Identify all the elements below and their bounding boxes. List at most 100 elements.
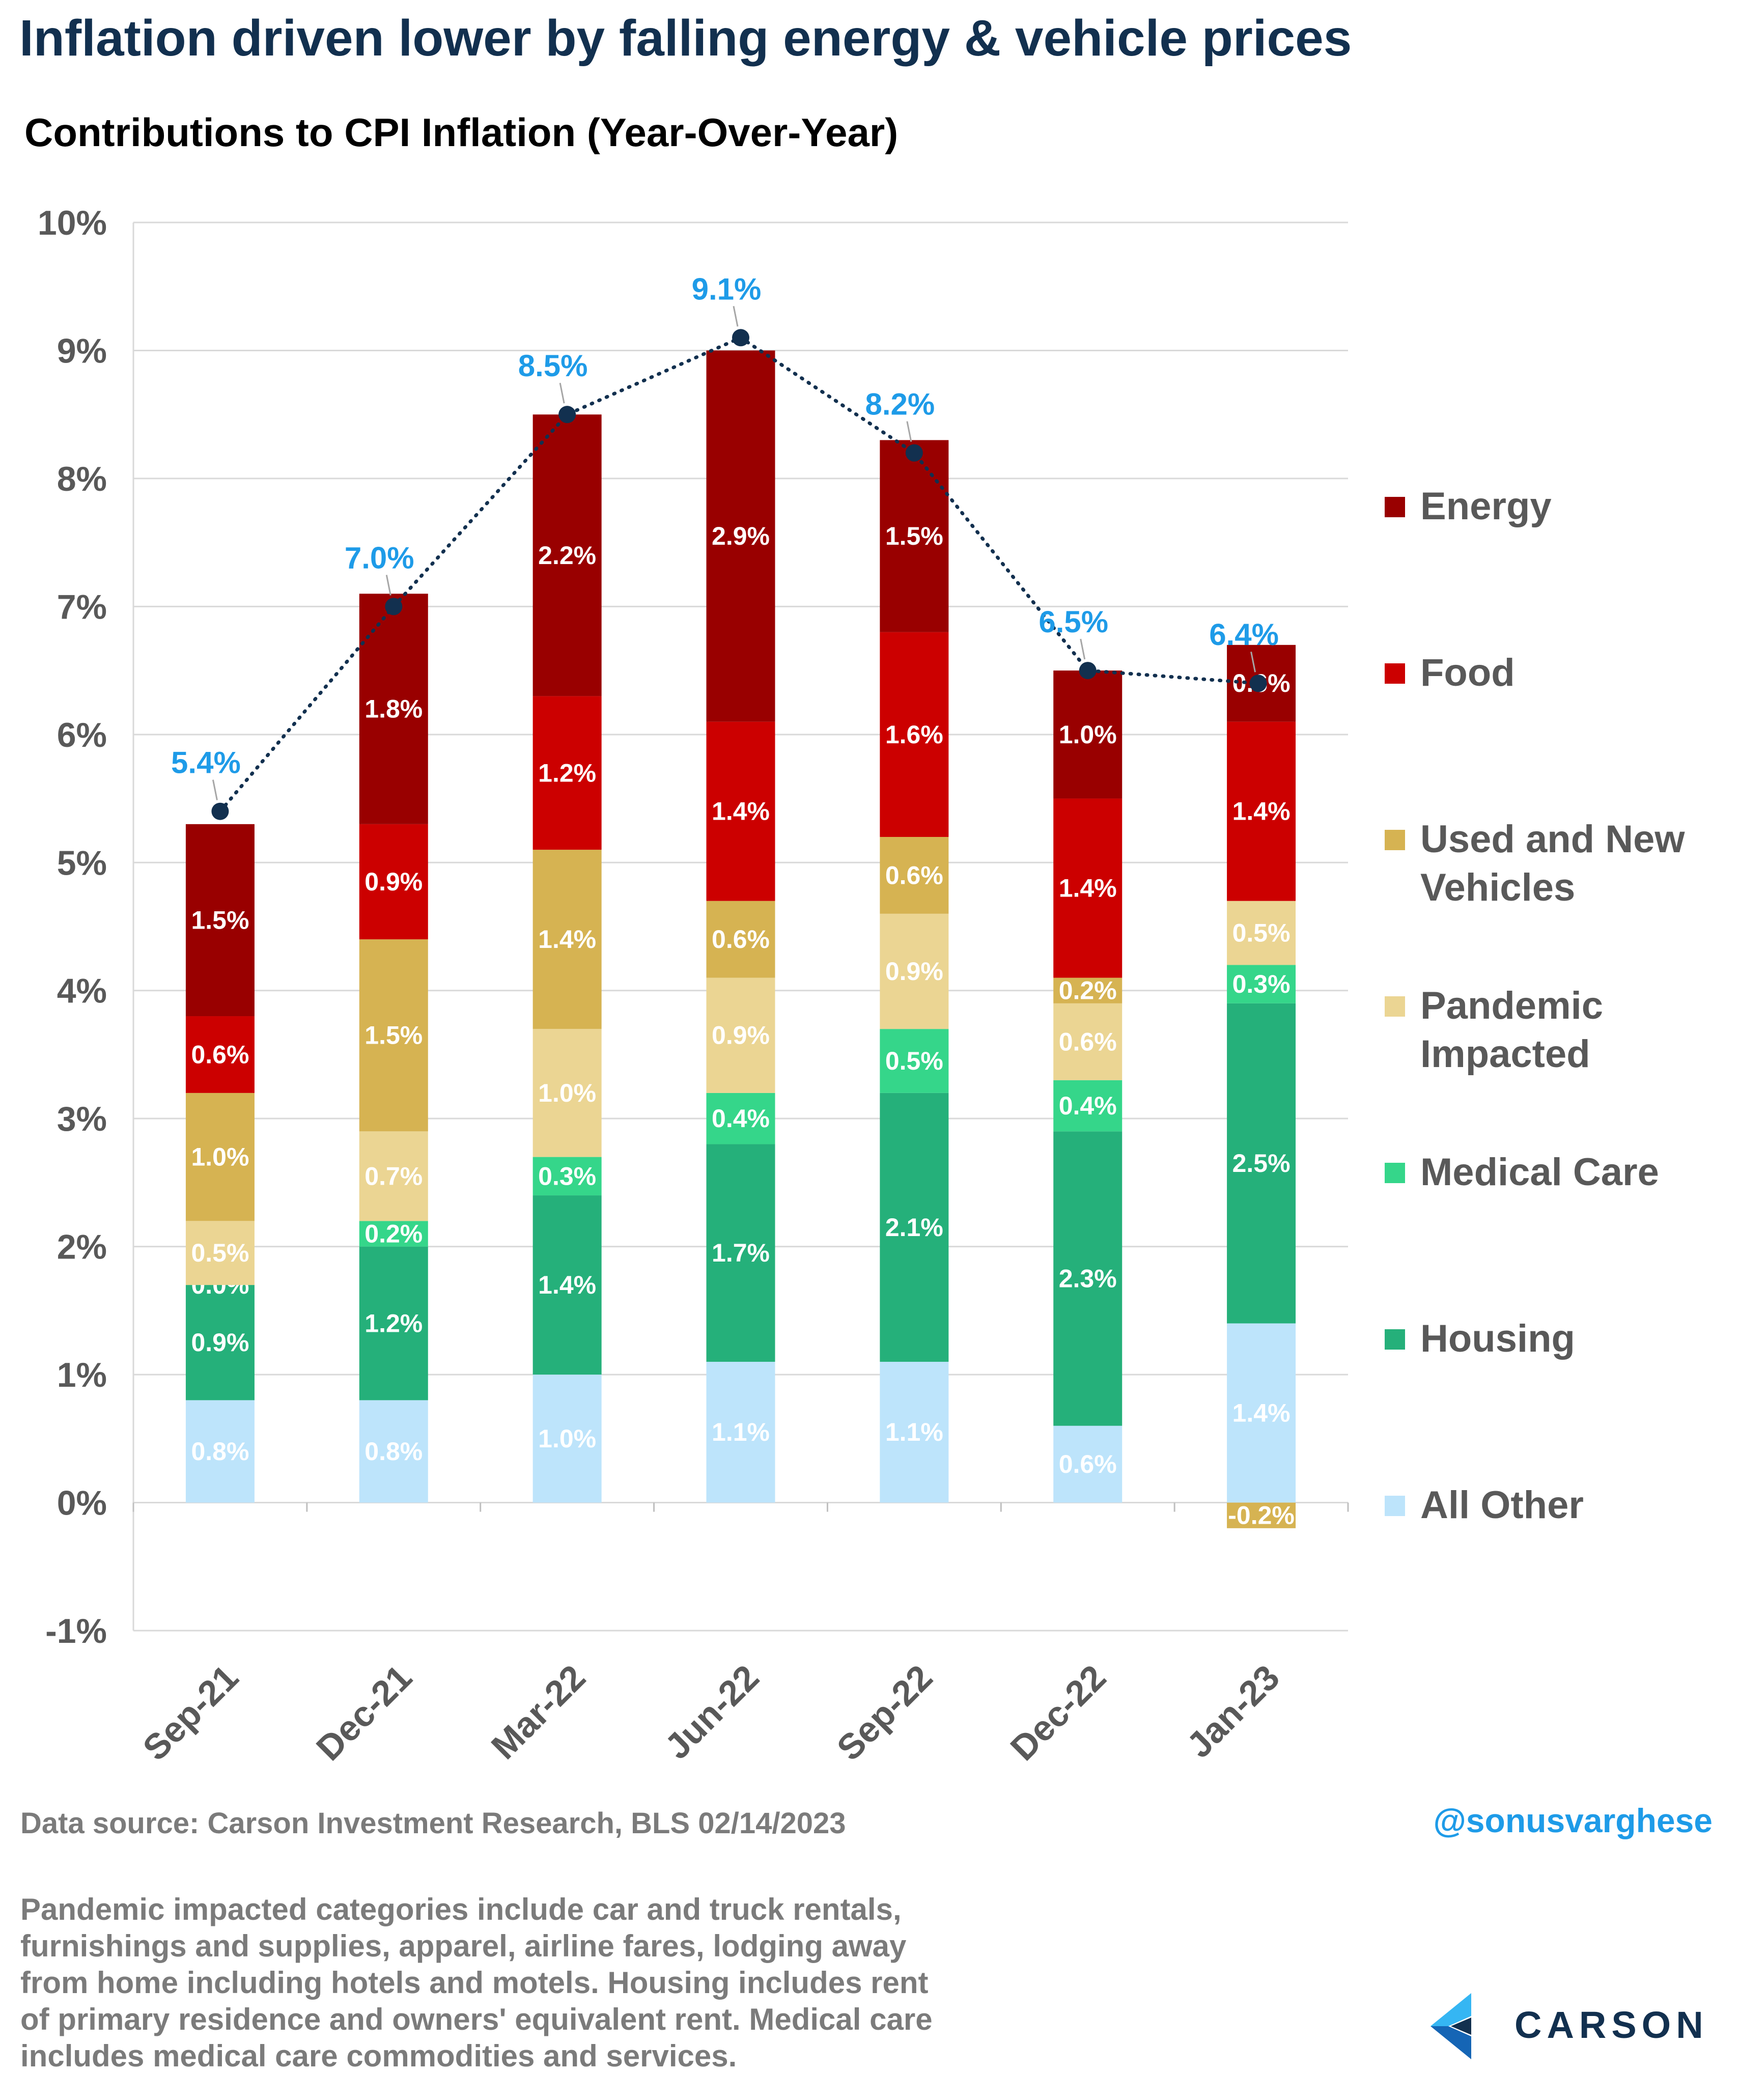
legend-label: Medical Care — [1420, 1151, 1659, 1194]
segment-value-label: 0.9% — [885, 957, 943, 986]
segment-value-label: 1.4% — [1059, 874, 1117, 903]
segment-value-label: 1.4% — [1232, 797, 1291, 826]
segment-value-label: 1.0% — [538, 1424, 596, 1453]
bar-segment-food — [706, 721, 775, 901]
bar-segment-pandemic-impacted — [185, 1221, 255, 1285]
total-label-leader — [1080, 638, 1086, 660]
segment-value-label: 1.0% — [538, 1079, 596, 1107]
bar-segment-housing — [880, 1093, 949, 1362]
bar-segment-food — [185, 1016, 255, 1093]
total-label-leader — [733, 306, 739, 327]
y-tick-label: -1% — [45, 1612, 107, 1650]
y-tick-label: 9% — [57, 331, 107, 370]
legend-label: Energy — [1420, 485, 1552, 528]
segment-value-label: 0.6% — [191, 1040, 249, 1069]
bar-segment-used-and-new-vehicles — [880, 836, 949, 914]
legend-label: All Other — [1420, 1483, 1584, 1527]
bar-segment-energy — [185, 824, 255, 1017]
footnote-line: from home including hotels and motels. H… — [20, 1966, 929, 2000]
x-tick-label: Dec-21 — [308, 1657, 419, 1768]
x-tick-label: Mar-22 — [484, 1657, 593, 1767]
bar-segment-medical-care — [359, 1221, 428, 1247]
segment-value-label: 0.3% — [538, 1162, 596, 1190]
segment-value-label: 0.9% — [191, 1328, 249, 1357]
bar-segment-food — [1227, 721, 1296, 901]
y-tick-label: 0% — [57, 1484, 107, 1523]
segment-value-label: 0.5% — [885, 1047, 943, 1075]
total-point — [211, 802, 229, 820]
data-source: Data source: Carson Investment Research,… — [20, 1807, 846, 1840]
segment-value-label: 0.4% — [712, 1104, 770, 1133]
legend-swatch — [1385, 1163, 1405, 1183]
y-tick-label: 6% — [57, 716, 107, 754]
bar-segment-all-other — [1227, 1323, 1296, 1503]
segment-value-label: 1.7% — [712, 1239, 770, 1267]
legend-swatch — [1385, 996, 1405, 1017]
bar-segment-energy — [706, 350, 775, 722]
x-tick-label: Jun-22 — [657, 1657, 767, 1767]
total-value-label: 6.4% — [1209, 618, 1279, 652]
total-point — [385, 598, 403, 615]
y-tick-label: 5% — [57, 844, 107, 882]
bar-segment-energy — [532, 414, 602, 696]
legend-label: Food — [1420, 651, 1515, 694]
legend-label: Impacted — [1420, 1032, 1590, 1076]
legend-label: Used and New — [1420, 818, 1685, 861]
total-point — [558, 406, 576, 424]
total-value-label: 5.4% — [171, 746, 241, 780]
legend-swatch — [1385, 663, 1405, 684]
total-value-label: 8.5% — [518, 349, 588, 383]
bar-segment-all-other — [532, 1375, 602, 1503]
bar-segment-all-other — [880, 1361, 949, 1503]
bar-segment-used-and-new-vehicles — [706, 901, 775, 978]
segment-value-label: 0.6% — [712, 925, 770, 954]
author-handle[interactable]: @sonusvarghese — [1433, 1802, 1713, 1839]
y-tick-label: 1% — [57, 1356, 107, 1394]
bar-segment-housing — [532, 1195, 602, 1375]
segment-value-label: 1.4% — [538, 1271, 596, 1299]
x-tick-label: Dec-22 — [1003, 1657, 1114, 1768]
total-point — [732, 329, 749, 347]
bar-segment-used-and-new-vehicles — [532, 850, 602, 1029]
segment-value-label: 1.2% — [364, 1309, 423, 1338]
total-value-label: 6.5% — [1039, 605, 1108, 639]
bar-segment-pandemic-impacted — [880, 913, 949, 1029]
segment-value-label: 2.2% — [538, 541, 596, 570]
total-label-leader — [385, 575, 391, 596]
segment-value-label: 2.9% — [712, 522, 770, 550]
legend-swatch — [1385, 497, 1405, 517]
footnote: Pandemic impacted categories include car… — [20, 1891, 1039, 2075]
segment-value-label: 2.1% — [885, 1213, 943, 1242]
chart-title: Inflation driven lower by falling energy… — [19, 10, 1352, 67]
bar-segment-medical-care — [1053, 1080, 1123, 1132]
y-tick-label: 2% — [57, 1228, 107, 1267]
segment-value-label: 1.1% — [885, 1418, 943, 1446]
segment-value-label: 1.5% — [364, 1021, 423, 1050]
segment-value-label: 0.8% — [191, 1437, 249, 1466]
bar-segment-used-and-new-vehicles — [185, 1093, 255, 1221]
segment-value-label: 1.1% — [712, 1418, 770, 1446]
segment-value-label: 0.4% — [1059, 1091, 1117, 1120]
bar-segment-housing — [1053, 1131, 1123, 1426]
bar-segment-used-and-new-vehicles — [1053, 977, 1123, 1003]
bar-segment-pandemic-impacted — [1227, 901, 1296, 965]
bar-segment-used-and-new-vehicles — [359, 939, 428, 1132]
y-tick-label: 8% — [57, 460, 107, 498]
bar-segment-energy — [1053, 670, 1123, 799]
carson-logo: CARSON — [1420, 1988, 1726, 2064]
bar-segment-food — [359, 824, 428, 940]
total-label-leader — [212, 779, 218, 800]
footnote-line: includes medical care commodities and se… — [20, 2039, 737, 2073]
total-point — [1249, 675, 1267, 692]
bar-segment-all-other — [1053, 1425, 1123, 1503]
total-label-leader — [906, 421, 912, 442]
segment-value-label: 1.4% — [538, 925, 596, 954]
total-label-leader — [1250, 651, 1256, 673]
y-tick-label: 3% — [57, 1100, 107, 1138]
segment-value-label: 1.6% — [885, 720, 943, 749]
bar-segment-energy — [359, 594, 428, 824]
bar-segment-housing — [706, 1144, 775, 1362]
bar-segment-food — [1053, 798, 1123, 978]
x-tick-label: Sep-22 — [829, 1657, 940, 1768]
total-value-label: 8.2% — [865, 387, 935, 422]
